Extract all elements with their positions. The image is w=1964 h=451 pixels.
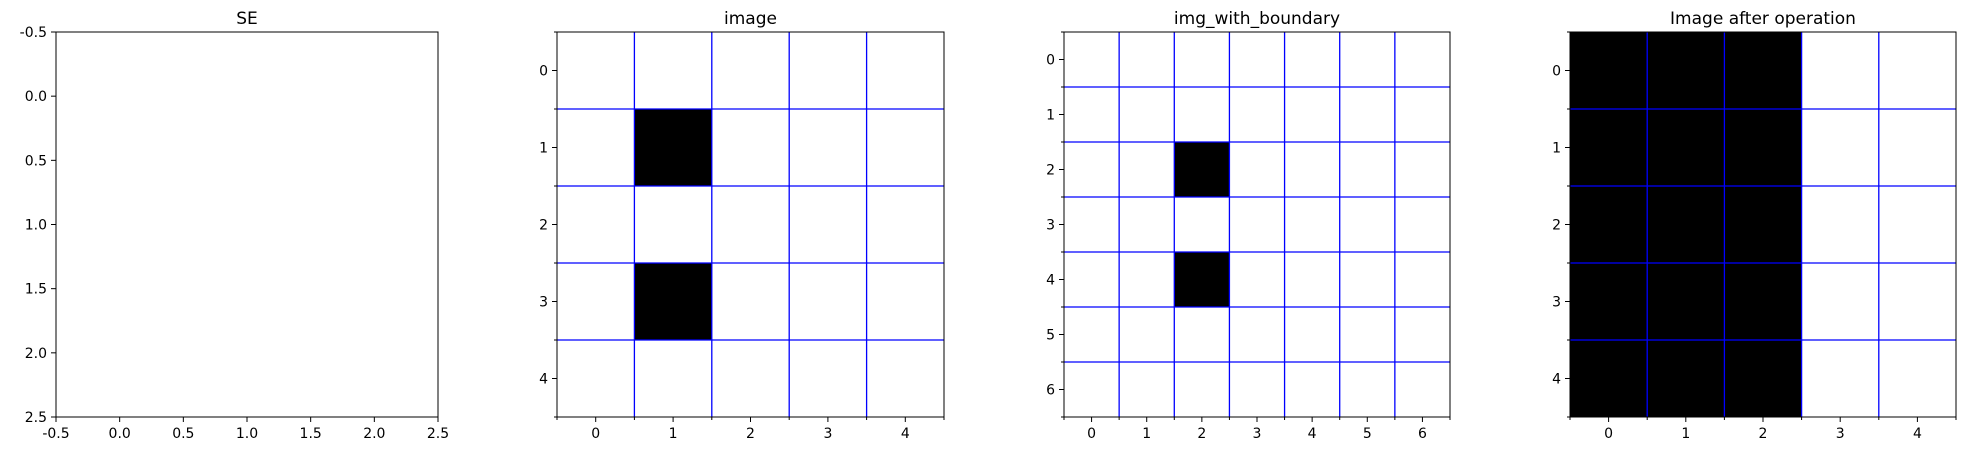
image-after-operation-cell-r2-c2 xyxy=(1724,186,1802,263)
se-x-tick-label-4: 1.5 xyxy=(300,426,322,442)
img-with-boundary-y-tick-label-6: 6 xyxy=(1046,383,1055,399)
img-with-boundary-x-tick-label-4: 4 xyxy=(1308,426,1317,442)
se-y-tick-label-3: 1.0 xyxy=(25,218,47,234)
image-after-operation-cell-r0-c0 xyxy=(1570,32,1648,109)
image-after-operation-cell-r2-c1 xyxy=(1647,186,1725,263)
img-with-boundary-x-tick-label-0: 0 xyxy=(1087,426,1096,442)
panel-se-title: SE xyxy=(236,9,258,29)
panel-img-with-boundary: img_with_boundary 0 1 2 3 4 5 6 0 1 2 3 4 5 6 xyxy=(1046,9,1451,442)
image-x-tick-label-0: 0 xyxy=(591,426,600,442)
se-y-tick-label-4: 1.5 xyxy=(25,282,47,298)
img-with-boundary-y-tick-label-1: 1 xyxy=(1046,108,1055,124)
image-after-operation-y-tick-label-1: 1 xyxy=(1552,141,1561,157)
image-plot-area xyxy=(557,32,944,417)
se-x-tick-label-5: 2.0 xyxy=(363,426,385,442)
panel-img-with-boundary-title: img_with_boundary xyxy=(1174,9,1340,29)
image-after-operation-y-tick-label-0: 0 xyxy=(1552,64,1561,80)
image-y-tick-label-3: 3 xyxy=(539,295,548,311)
se-x-tick-label-3: 1.0 xyxy=(236,426,258,442)
image-after-operation-y-tick-label-3: 3 xyxy=(1552,295,1561,311)
image-after-operation-cell-r0-c1 xyxy=(1647,32,1725,109)
image-after-operation-cell-r1-c0 xyxy=(1570,109,1648,186)
img-with-boundary-x-tick-label-5: 5 xyxy=(1363,426,1372,442)
img-with-boundary-x-tick-label-2: 2 xyxy=(1197,426,1206,442)
image-y-tick-label-4: 4 xyxy=(539,372,548,388)
image-cell-r1-c1 xyxy=(634,109,712,186)
image-after-operation-cell-r3-c0 xyxy=(1570,263,1648,340)
img-with-boundary-y-tick-label-3: 3 xyxy=(1046,218,1055,234)
image-cell-r3-c1 xyxy=(634,263,712,340)
image-y-tick-label-1: 1 xyxy=(539,141,548,157)
image-after-operation-cell-r3-c1 xyxy=(1647,263,1725,340)
se-y-tick-label-5: 2.0 xyxy=(25,346,47,362)
image-after-operation-cell-r3-c2 xyxy=(1724,263,1802,340)
se-x-tick-label-6: 2.5 xyxy=(427,426,449,442)
panel-image: image 0 1 2 3 4 0 1 2 3 4 xyxy=(539,9,945,442)
image-x-tick-label-2: 2 xyxy=(746,426,755,442)
image-after-operation-x-tick-label-1: 1 xyxy=(1681,426,1690,442)
image-after-operation-x-tick-label-2: 2 xyxy=(1759,426,1768,442)
se-y-tick-label-2: 0.5 xyxy=(25,153,47,169)
image-after-operation-cell-r4-c2 xyxy=(1724,340,1802,417)
image-y-tick-label-2: 2 xyxy=(539,218,548,234)
img-with-boundary-x-tick-label-1: 1 xyxy=(1142,426,1151,442)
se-x-tick-label-1: 0.0 xyxy=(109,426,131,442)
image-after-operation-cell-r0-c2 xyxy=(1724,32,1802,109)
se-y-tick-label-0: -0.5 xyxy=(20,25,47,41)
image-after-operation-cell-r1-c2 xyxy=(1724,109,1802,186)
image-after-operation-y-tick-label-4: 4 xyxy=(1552,372,1561,388)
image-y-tick-label-0: 0 xyxy=(539,64,548,80)
img-with-boundary-plot-area xyxy=(1064,32,1450,417)
panel-image-after-operation-title: Image after operation xyxy=(1670,9,1856,29)
panel-image-title: image xyxy=(724,9,777,29)
image-x-tick-label-4: 4 xyxy=(901,426,910,442)
img-with-boundary-cell-r4-c2 xyxy=(1174,252,1230,307)
img-with-boundary-y-tick-label-2: 2 xyxy=(1046,163,1055,179)
img-with-boundary-x-tick-label-3: 3 xyxy=(1253,426,1262,442)
image-x-tick-label-1: 1 xyxy=(669,426,678,442)
image-after-operation-x-tick-label-3: 3 xyxy=(1836,426,1845,442)
image-after-operation-x-tick-label-4: 4 xyxy=(1913,426,1922,442)
image-after-operation-cell-r4-c1 xyxy=(1647,340,1725,417)
se-x-tick-label-0: -0.5 xyxy=(42,426,69,442)
img-with-boundary-y-tick-label-5: 5 xyxy=(1046,328,1055,344)
img-with-boundary-y-tick-label-0: 0 xyxy=(1046,53,1055,69)
se-y-tick-label-1: 0.0 xyxy=(25,89,47,105)
panel-image-after-operation: Image after operation 0 1 2 3 4 0 1 2 3 4 xyxy=(1552,9,1957,442)
image-after-operation-x-tick-label-0: 0 xyxy=(1604,426,1613,442)
image-after-operation-y-tick-label-2: 2 xyxy=(1552,218,1561,234)
se-x-tick-label-2: 0.5 xyxy=(172,426,194,442)
image-after-operation-cell-r2-c0 xyxy=(1570,186,1648,263)
image-after-operation-cell-r4-c0 xyxy=(1570,340,1648,417)
img-with-boundary-cell-r2-c2 xyxy=(1174,142,1230,197)
img-with-boundary-x-tick-label-6: 6 xyxy=(1418,426,1427,442)
panel-se: SE -0.5 0.0 0.5 1.0 1.5 2.0 2.5-0.50.00.51.01.… xyxy=(20,9,449,442)
image-x-tick-label-3: 3 xyxy=(823,426,832,442)
se-y-tick-label-6: 2.5 xyxy=(25,410,47,426)
img-with-boundary-y-tick-label-4: 4 xyxy=(1046,273,1055,289)
image-after-operation-cell-r1-c1 xyxy=(1647,109,1725,186)
se-plot-area xyxy=(56,32,438,417)
